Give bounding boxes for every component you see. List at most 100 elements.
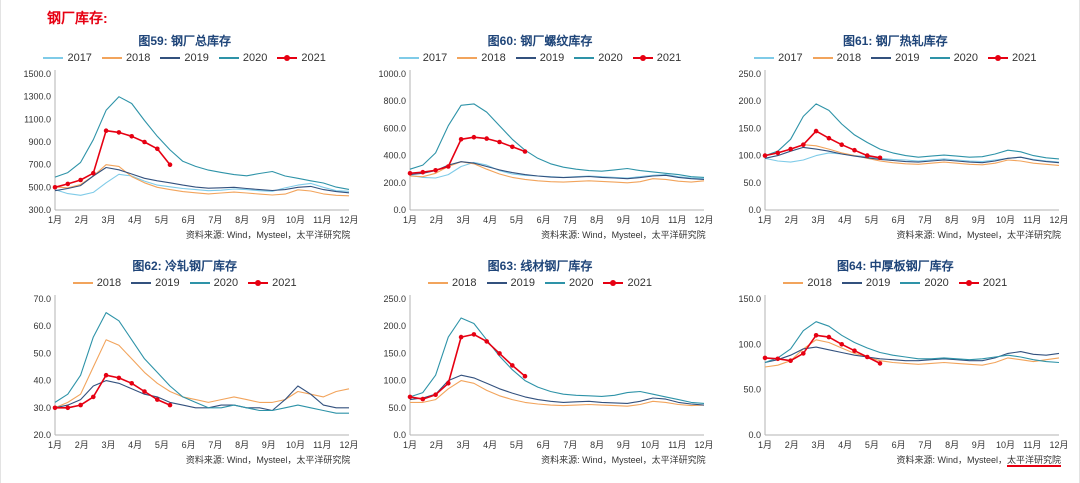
legend-item-2020: 2020	[544, 277, 594, 289]
legend-label: 2020	[568, 277, 594, 289]
series-line-2019	[54, 380, 349, 412]
series-marker-2021	[154, 146, 160, 152]
series-marker-2021	[433, 392, 438, 397]
series-marker-2021	[852, 147, 858, 153]
series-line-2021	[765, 334, 881, 365]
legend-item-2018: 2018	[457, 52, 506, 64]
series-marker-2021	[801, 351, 806, 356]
series-line-2019	[409, 374, 705, 406]
series-marker-2021	[522, 373, 528, 379]
legend-label: 2019	[865, 277, 891, 289]
legend-line-swatch	[72, 282, 93, 284]
page-title: 钢厂库存:	[47, 10, 108, 26]
chart-plot-图59: 300.0 500.0 700.0 900.0 1100.0 1300.0 1500.0 1月…	[23, 69, 358, 225]
x-tick-label: 9月	[261, 440, 275, 450]
series-marker-2021	[167, 402, 172, 408]
x-tick-label: 6月	[892, 215, 906, 225]
series-marker-2021	[167, 162, 172, 167]
x-tick-label: 4月	[128, 215, 142, 225]
legend-marker-dot	[995, 55, 1002, 61]
series-marker-2021	[497, 139, 502, 145]
legend-item-2020: 2020	[218, 52, 267, 64]
chart-legend: 2018 2019 2020 2021	[428, 277, 652, 289]
series-marker-2021	[865, 354, 870, 360]
legend-label: 2019	[895, 52, 920, 64]
legend-label: 2018	[96, 277, 122, 289]
legend-line-swatch	[841, 282, 862, 284]
y-tick-label: 50.0	[744, 385, 762, 395]
y-tick-label: 300.0	[28, 205, 51, 215]
x-tick-label: 8月	[235, 215, 249, 225]
x-tick-label: 4月	[128, 440, 142, 450]
legend-line-swatch	[574, 57, 595, 59]
chart-source: 资料来源: Wind，Mysteel，太平洋研究院	[185, 230, 351, 240]
legend-label: 2020	[953, 52, 979, 64]
series-marker-2021	[763, 355, 768, 361]
series-marker-2021	[775, 150, 781, 156]
chart-plot-图64: 0.0 50.0 100.0 150.0 1月 2月 3月 4月 5月 6月 7月 8月 9月 10月 11…	[739, 294, 1069, 450]
x-tick-label: 4月	[839, 215, 853, 225]
chart-plot-图62: 20.0 30.0 40.0 50.0 60.0 70.0 1月 2月 3月 4月 5月 6月 7月 8月…	[33, 294, 358, 450]
series-marker-2021	[103, 128, 109, 133]
x-tick-label: 11月	[668, 215, 686, 225]
series-line-2020	[765, 103, 1060, 160]
chart-plot-图61: 0.0 50.0 100.0 150.0 200.0 250.0 1月 2月 3月 4月 5月 6月 7…	[739, 69, 1069, 225]
x-tick-label: 8月	[945, 440, 959, 450]
legend-item-2019: 2019	[486, 277, 535, 289]
legend-label: 2020	[924, 277, 949, 289]
legend-line-swatch	[277, 55, 298, 61]
x-tick-label: 9月	[972, 215, 986, 225]
x-tick-label: 4月	[839, 440, 853, 450]
y-tick-label: 600.0	[383, 123, 406, 133]
x-tick-label: 7月	[919, 440, 933, 450]
y-tick-label: 50.0	[388, 403, 406, 413]
x-tick-label: 5月	[155, 440, 169, 450]
y-tick-label: 50.0	[33, 348, 51, 358]
y-tick-label: 1100.0	[24, 114, 51, 124]
series-marker-2021	[839, 342, 845, 347]
series-marker-2021	[90, 170, 96, 176]
x-tick-label: 11月	[668, 440, 686, 450]
legend-label: 2021	[656, 52, 682, 64]
series-marker-2021	[484, 339, 489, 344]
chart-source: 资料来源: Wind，Mysteel，太平洋研究院	[185, 455, 351, 465]
legend-item-2021: 2021	[603, 277, 652, 289]
series-marker-2021	[522, 149, 528, 154]
x-tick-label: 10月	[641, 215, 660, 225]
series-line-2019	[409, 161, 705, 180]
x-tick-label: 3月	[812, 215, 826, 225]
chart-legend: 2017 2018 2019 2020 2021	[43, 52, 326, 64]
legend-label: 2021	[272, 277, 297, 289]
chart-title: 图62: 冷轧钢厂库存	[132, 259, 237, 273]
legend-line-swatch	[43, 57, 64, 59]
y-tick-label: 150.0	[739, 294, 762, 304]
x-tick-label: 11月	[313, 440, 331, 450]
x-tick-label: 6月	[181, 215, 195, 225]
x-tick-label: 7月	[208, 215, 222, 225]
series-marker-2021	[775, 356, 781, 362]
legend-line-swatch	[428, 282, 449, 284]
legend-item-2021: 2021	[248, 277, 297, 289]
series-line-2021	[409, 136, 526, 175]
series-marker-2021	[407, 171, 413, 176]
x-tick-label: 10月	[996, 215, 1015, 225]
chart-legend: 2017 2018 2019 2020 2021	[754, 52, 1037, 64]
chart-plot-图60: 0.0 200.0 400.0 600.0 800.0 1000.0 1月 2月 3月 4月 5月 6…	[378, 69, 713, 225]
series-marker-2021	[65, 181, 70, 187]
x-tick-label: 6月	[537, 215, 551, 225]
series-marker-2021	[852, 348, 858, 353]
y-tick-label: 100.0	[739, 151, 762, 161]
legend-line-swatch	[871, 57, 892, 59]
series-marker-2021	[420, 396, 426, 402]
series-marker-2021	[763, 153, 768, 158]
legend-line-swatch	[398, 57, 419, 59]
series-marker-2021	[865, 153, 870, 158]
y-tick-label: 40.0	[33, 376, 51, 386]
chart-plot-area: 0.0 50.0 100.0 150.0 1月 2月 3月 4月 5月 6月 7月 8月 9月 10月 11…	[723, 289, 1069, 459]
series-line-2019	[765, 146, 1060, 164]
y-tick-label: 100.0	[739, 339, 762, 349]
legend-label: 2021	[301, 52, 326, 64]
legend-item-2018: 2018	[428, 277, 477, 289]
legend-marker-dot	[965, 280, 972, 286]
x-tick-label: 5月	[155, 215, 169, 225]
